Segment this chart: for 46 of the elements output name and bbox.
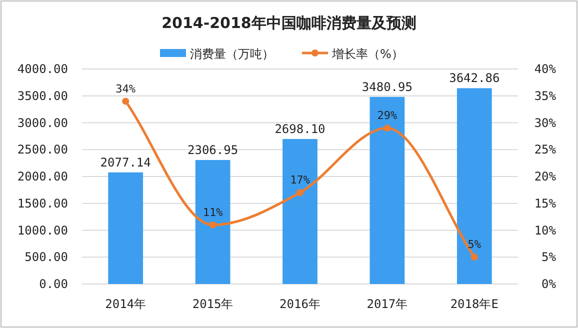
x-tick-label: 2016年 [280,297,320,311]
y-tick-label: 3500.00 [17,88,68,103]
y2-tick-label: 25% [534,142,557,157]
y-tick-label: 2500.00 [17,142,68,157]
y-tick-label: 4000.00 [17,62,68,76]
y-tick-label: 3000.00 [17,116,68,130]
legend-label: 增长率（%） [331,47,404,61]
y-tick-label: 2000.00 [17,170,68,184]
y-tick-label: 0.00 [39,277,68,291]
bar [282,138,318,284]
data-label: 3480.95 [362,80,412,94]
y-tick-label: 500.00 [24,250,68,264]
point [470,254,478,261]
x-tick-label: 2017年 [366,297,408,311]
data-label: 2698.10 [274,122,326,136]
data-label: 3642.86 [449,71,500,86]
x-tick-label: 2014年 [105,297,146,311]
y2-tick-label: 40% [534,62,557,76]
point [209,221,216,228]
y-tick-label: 1000.00 [17,223,68,238]
bar [195,160,230,284]
x-tick-label: 2018年E [450,297,498,311]
data-label: 34% [116,82,136,96]
y2-tick-label: 35% [534,88,557,103]
y2-tick-label: 0% [542,277,557,291]
x-tick-label: 2015年 [192,297,234,311]
chart-title: 2014-2018年中国咖啡消费量及预测 [162,14,416,32]
bar [456,88,492,284]
y-tick-label: 1500.00 [17,196,68,210]
y2-tick-label: 20% [534,170,557,184]
point [122,98,130,105]
bar [370,96,405,284]
y2-tick-label: 30% [534,116,557,130]
point [384,124,391,132]
data-label: 17% [290,174,310,187]
y2-tick-label: 10% [534,223,557,238]
y2-tick-label: 15% [534,196,557,210]
point [296,189,304,196]
bar [108,172,144,284]
legend-label: 消费量（万吨） [190,47,274,61]
y2-tick-label: 5% [542,250,557,264]
data-label: 2077.14 [100,155,151,170]
data-label: 2306.95 [188,143,238,157]
data-label: 29% [377,109,398,122]
data-label: 5% [468,238,482,252]
data-label: 11% [202,206,224,219]
